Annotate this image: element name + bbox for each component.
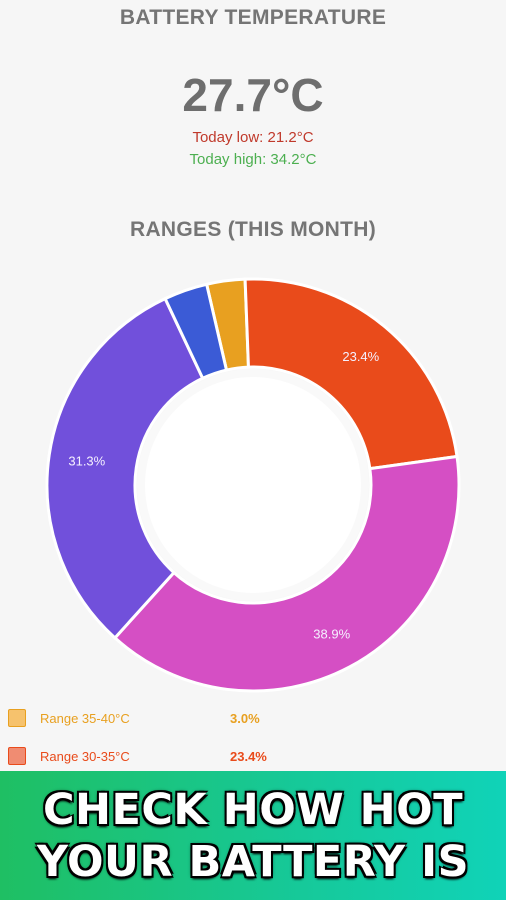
legend-value: 23.4% (230, 749, 267, 764)
legend-label: Range 30-35°C (40, 749, 130, 764)
donut-slice-label: 23.4% (342, 349, 379, 364)
ranges-title: RANGES (THIS MONTH) (129, 218, 377, 241)
legend-swatch (8, 747, 26, 765)
legend-item[interactable]: Range 30-35°C 23.4% (0, 745, 506, 769)
donut-slice-1 (243, 277, 459, 471)
donut-slice-2 (112, 454, 461, 693)
temperature-ranges-donut-chart: 23.4% 38.9% 31.3% (45, 277, 461, 693)
banner-line-1: CHECK HOW HOT (42, 785, 464, 835)
current-temperature: 27.7°C (182, 69, 324, 121)
legend-label: Range 35-40°C (40, 711, 130, 726)
donut-slice-4 (163, 282, 229, 381)
donut-hole (145, 377, 361, 593)
today-low-text: Today low: 21.2°C (192, 129, 314, 146)
banner-line-2: YOUR BATTERY IS (36, 837, 470, 887)
legend-item[interactable]: Range 35-40°C 3.0% (0, 707, 506, 731)
legend-value: 3.0% (230, 711, 260, 726)
donut-slice-3 (45, 296, 205, 641)
today-high-text: Today high: 34.2°C (189, 151, 317, 168)
screen-title: BATTERY TEMPERATURE (119, 6, 387, 29)
donut-slice-label: 31.3% (68, 453, 105, 468)
legend-swatch (8, 709, 26, 727)
promo-banner: CHECK HOW HOT YOUR BATTERY IS (0, 771, 506, 900)
donut-slice-label: 38.9% (313, 626, 350, 641)
